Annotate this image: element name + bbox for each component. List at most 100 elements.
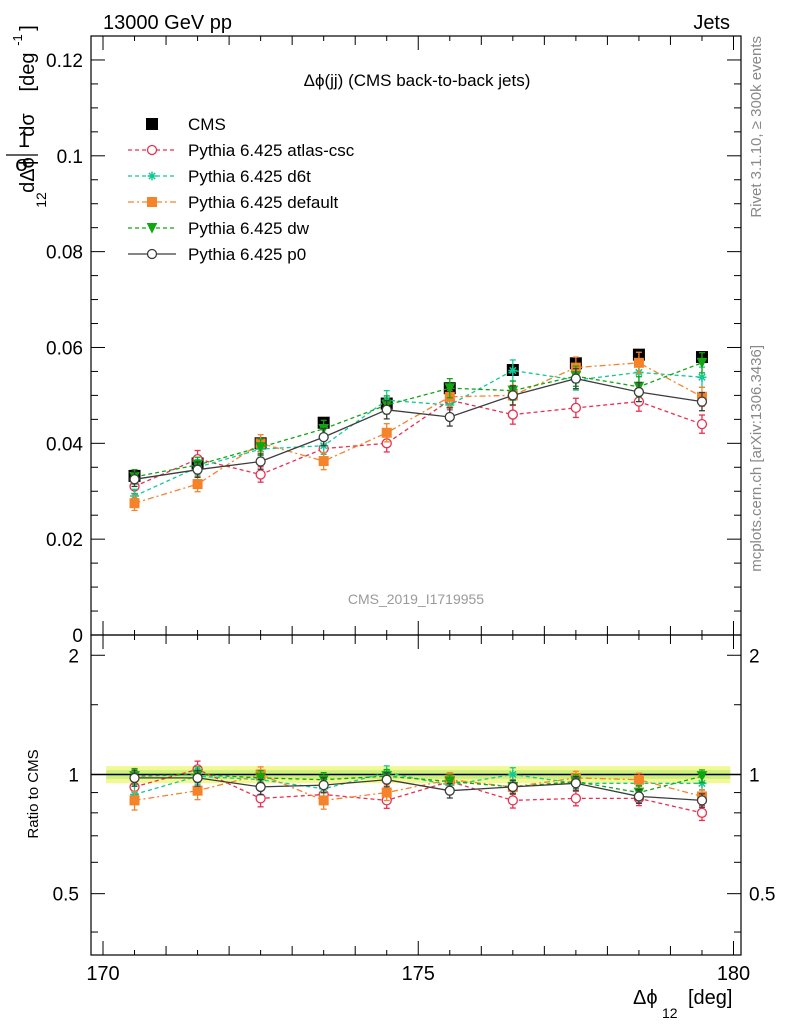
data-point xyxy=(192,464,203,475)
data-point xyxy=(507,409,518,420)
svg-text:[deg]: [deg] xyxy=(688,987,732,1009)
data-point xyxy=(444,776,456,788)
y-tick-label: 0.12 xyxy=(46,51,83,72)
series xyxy=(129,351,707,512)
x-axis-label: Δϕ 12 [deg] xyxy=(633,987,732,1021)
chart-title: Δϕ(jj) (CMS back-to-back jets) xyxy=(304,71,531,90)
series-line xyxy=(134,768,703,814)
legend-entry: Pythia 6.425 default xyxy=(128,193,339,212)
data-point xyxy=(129,474,140,485)
data-point xyxy=(633,791,645,802)
legend-label: Pythia 6.425 d6t xyxy=(188,167,311,186)
legend-label: Pythia 6.425 default xyxy=(188,193,339,212)
data-point xyxy=(507,390,518,401)
data-point xyxy=(696,357,708,369)
series-line xyxy=(134,773,703,794)
ratio-tick-label: 1 xyxy=(68,765,79,786)
legend-entry: CMS xyxy=(146,115,226,134)
data-point xyxy=(381,427,392,438)
svg-text:dσ: dσ xyxy=(17,113,39,137)
data-point xyxy=(570,373,582,384)
data-point xyxy=(192,772,203,784)
x-tick-label: 180 xyxy=(717,963,750,985)
svg-text:]: ] xyxy=(17,25,39,31)
data-point xyxy=(508,769,518,779)
watermark: CMS_2019_I1719955 xyxy=(348,591,484,607)
data-point xyxy=(507,781,518,793)
ratio-tick-label-right: 2 xyxy=(749,646,760,667)
data-point xyxy=(696,795,708,806)
data-point xyxy=(255,456,266,467)
y-tick-label: 0 xyxy=(72,626,83,647)
svg-text:σ: σ xyxy=(15,151,29,176)
data-point xyxy=(570,402,582,414)
series-line xyxy=(134,399,703,487)
svg-text:dΔϕ: dΔϕ xyxy=(17,157,39,193)
y-tick-label: 0.1 xyxy=(57,147,83,168)
data-point xyxy=(570,793,582,804)
data-point xyxy=(147,197,157,207)
series xyxy=(129,389,708,495)
legend: CMS Pythia 6.425 atlas-csc Pythia 6.425 d6… xyxy=(128,115,355,264)
mcplots-label: mcplots.cern.ch [arXiv:1306.3436] xyxy=(748,345,765,572)
data-point xyxy=(192,785,203,796)
data-point xyxy=(255,781,266,793)
data-point xyxy=(507,795,518,806)
data-point xyxy=(255,442,266,453)
data-point xyxy=(570,778,582,789)
series xyxy=(129,352,708,485)
series-line xyxy=(134,362,703,478)
series-line xyxy=(134,777,703,802)
header-right: Jets xyxy=(693,12,730,34)
data-point xyxy=(508,365,518,375)
data-point xyxy=(696,771,708,782)
data-point xyxy=(633,357,644,368)
y-tick-label: 0.06 xyxy=(46,338,83,359)
legend-entry: Pythia 6.425 d6t xyxy=(128,167,311,186)
legend-label: Pythia 6.425 p0 xyxy=(188,245,306,264)
ratio-y-label: Ratio to CMS xyxy=(25,749,42,838)
series xyxy=(130,359,707,504)
main-panel: 0 0.02 0.04 0.06 0.08 0.1 0.12 xyxy=(46,35,742,647)
series-line xyxy=(134,377,703,480)
data-point xyxy=(129,772,140,784)
x-tick-label: 170 xyxy=(86,963,119,985)
data-point xyxy=(633,774,644,785)
data-point xyxy=(318,795,329,806)
svg-text:12: 12 xyxy=(33,192,49,208)
data-point xyxy=(129,795,140,806)
rivet-label: Rivet 3.1.10, ≥ 300k events xyxy=(748,36,765,218)
data-point xyxy=(697,372,707,382)
data-point xyxy=(318,456,329,467)
svg-text:[deg: [deg xyxy=(17,53,39,92)
data-point xyxy=(381,404,392,415)
data-point xyxy=(255,772,266,784)
data-point xyxy=(696,396,708,407)
data-point xyxy=(147,171,157,181)
legend-entry: Pythia 6.425 atlas-csc xyxy=(128,141,355,160)
legend-label: Pythia 6.425 atlas-csc xyxy=(188,141,355,160)
ratio-tick-label: 2 xyxy=(68,646,79,667)
y-axis-label: 1 σ dσ dΔϕ 12 [deg -1 ] xyxy=(6,25,49,208)
legend-label: Pythia 6.425 dw xyxy=(188,219,310,238)
ratio-tick-label-right: 0.5 xyxy=(749,885,775,906)
data-point xyxy=(381,787,392,798)
header-left: 13000 GeV pp xyxy=(103,12,232,34)
data-point xyxy=(696,807,708,818)
ratio-series xyxy=(129,769,708,808)
svg-text:1: 1 xyxy=(18,127,30,152)
data-point xyxy=(129,498,140,509)
svg-text:Δϕ: Δϕ xyxy=(633,987,658,1009)
data-point xyxy=(444,383,456,394)
ratio-tick-label-right: 1 xyxy=(749,765,760,786)
data-point xyxy=(146,223,158,234)
series-line xyxy=(134,362,703,504)
ratio-panel: 170 175 180 0.5 0.5 1 1 2 2 xyxy=(53,634,775,985)
svg-text:-1: -1 xyxy=(10,34,25,46)
data-point xyxy=(633,386,645,398)
series-line xyxy=(134,772,702,796)
y-tick-label: 0.02 xyxy=(46,530,83,551)
legend-entry: Pythia 6.425 p0 xyxy=(128,245,306,264)
data-point xyxy=(255,469,266,480)
